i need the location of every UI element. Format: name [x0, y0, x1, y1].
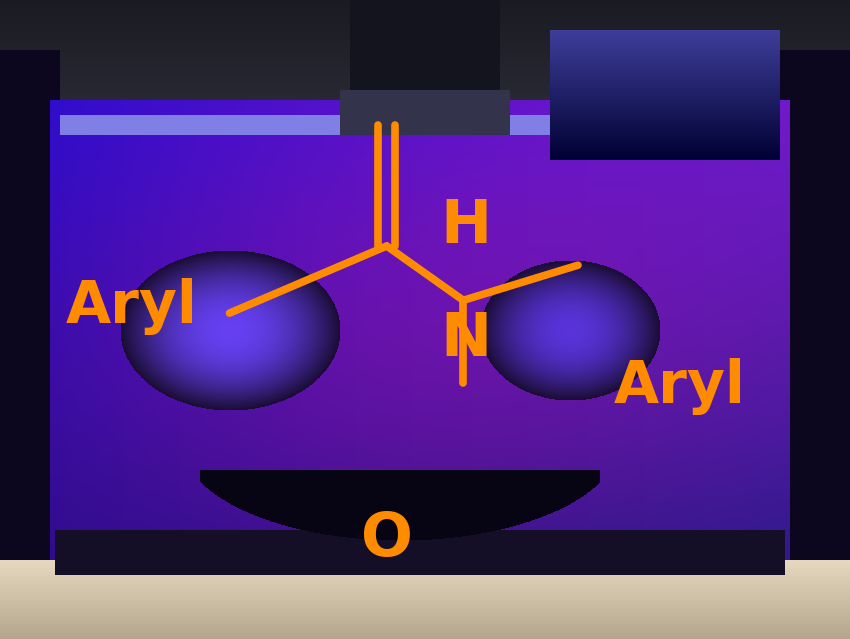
Text: O: O — [360, 511, 413, 569]
Text: N: N — [440, 311, 491, 369]
Text: Aryl: Aryl — [614, 358, 746, 415]
Text: Aryl: Aryl — [65, 278, 198, 335]
Text: H: H — [440, 197, 491, 256]
